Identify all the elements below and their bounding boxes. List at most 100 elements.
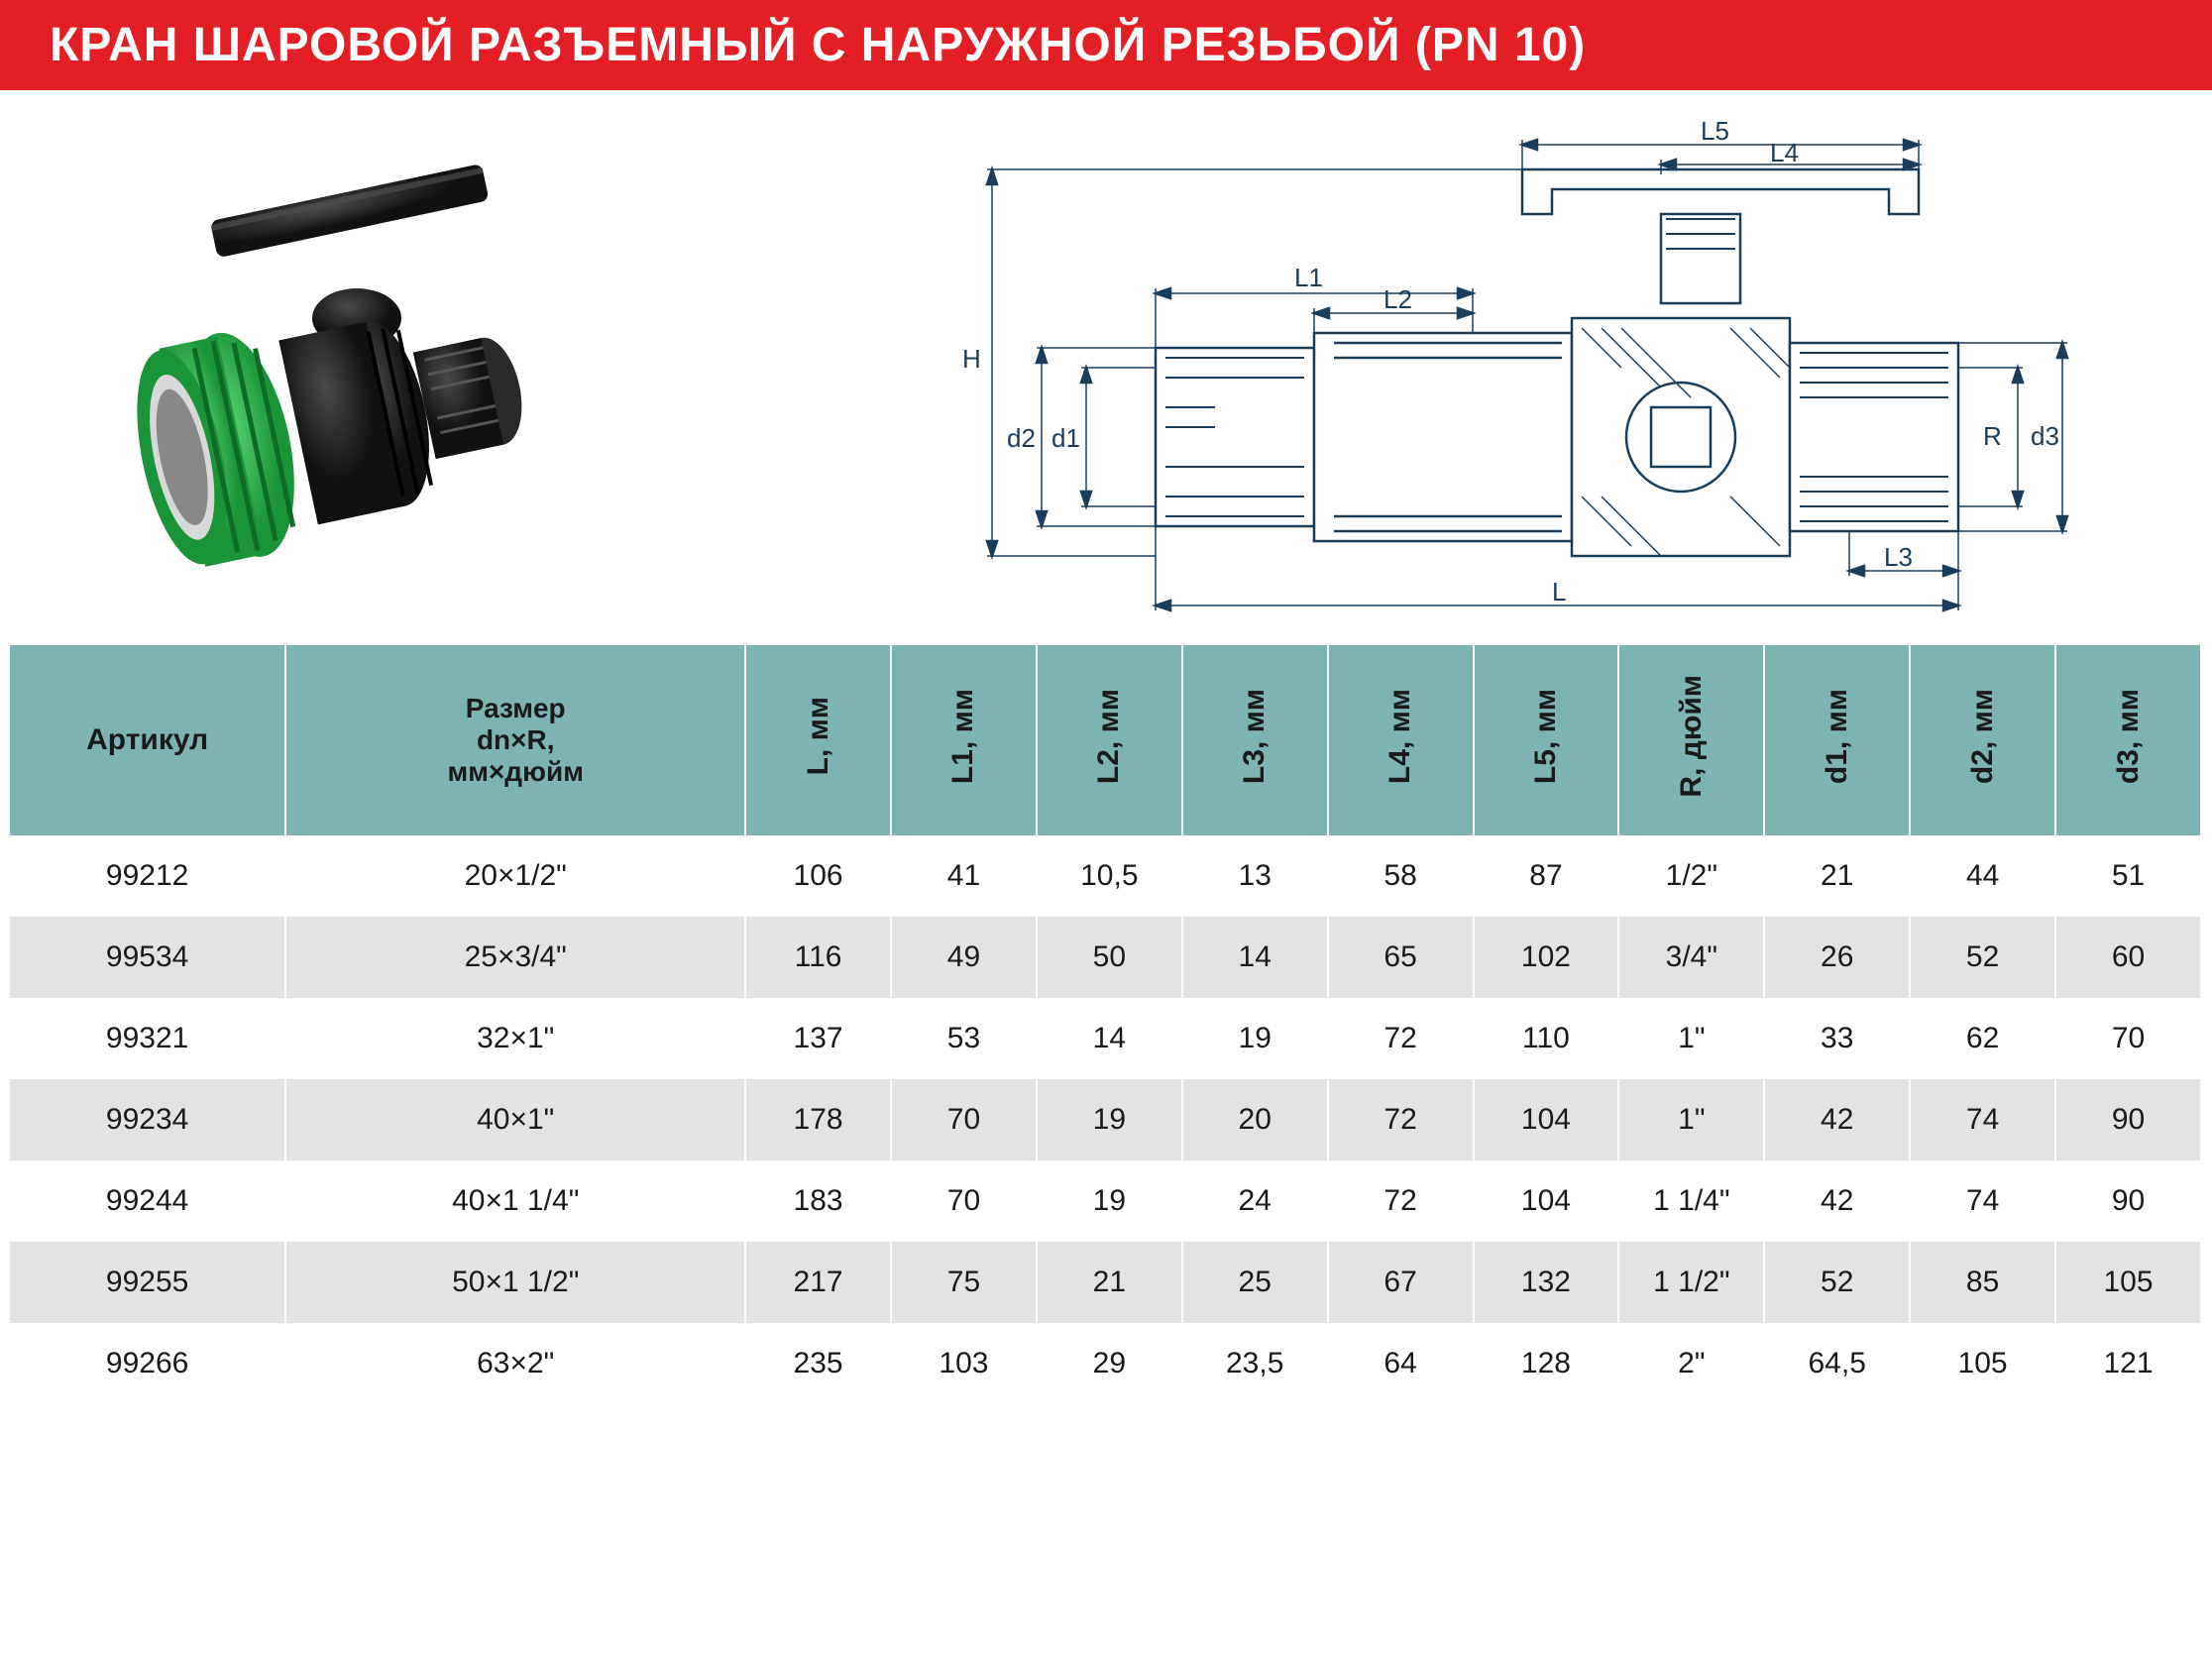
table-cell: 21 [1764,835,1910,917]
table-cell: 23,5 [1182,1323,1328,1404]
table-cell: 25×3/4" [285,917,745,998]
table-cell: 99255 [10,1242,285,1323]
table-cell: 106 [745,835,891,917]
table-cell: 1 1/4" [1618,1160,1764,1242]
table-cell: 52 [1764,1242,1910,1323]
table-cell: 60 [2055,917,2201,998]
table-cell: 183 [745,1160,891,1242]
dim-h: H [962,344,981,374]
col-header: d2, мм [1910,645,2055,835]
col-header: Размерdn×R,мм×дюйм [285,645,745,835]
table-cell: 85 [1910,1242,2055,1323]
table-cell: 102 [1474,917,1619,998]
table-cell: 20 [1182,1079,1328,1160]
table-cell: 75 [891,1242,1037,1323]
table-cell: 51 [2055,835,2201,917]
dim-d3: d3 [2031,421,2059,451]
col-header: L1, мм [891,645,1037,835]
table-cell: 64 [1328,1323,1474,1404]
col-header: L, мм [745,645,891,835]
table-cell: 10,5 [1037,835,1182,917]
table-cell: 14 [1182,917,1328,998]
table-cell: 217 [745,1242,891,1323]
dim-l1: L1 [1294,263,1323,292]
table-cell: 53 [891,998,1037,1079]
table-cell: 1" [1618,1079,1764,1160]
table-cell: 104 [1474,1079,1619,1160]
table-cell: 99244 [10,1160,285,1242]
table-cell: 13 [1182,835,1328,917]
table-row: 9932132×1"137531419721101"336270 [10,998,2201,1079]
table-cell: 87 [1474,835,1619,917]
technical-diagram: L5 L4 L1 L2 H d2 d1 R d3 L3 L [723,120,2162,615]
table-cell: 110 [1474,998,1619,1079]
table-cell: 121 [2055,1323,2201,1404]
dim-d1: d1 [1051,423,1080,453]
col-header: L2, мм [1037,645,1182,835]
table-cell: 65 [1328,917,1474,998]
table-cell: 20×1/2" [285,835,745,917]
table-cell: 2" [1618,1323,1764,1404]
table-cell: 72 [1328,1160,1474,1242]
table-cell: 44 [1910,835,2055,917]
col-header: R, дюйм [1618,645,1764,835]
table-cell: 90 [2055,1079,2201,1160]
table-cell: 103 [891,1323,1037,1404]
table-cell: 25 [1182,1242,1328,1323]
table-cell: 29 [1037,1323,1182,1404]
table-cell: 67 [1328,1242,1474,1323]
page-title: КРАН ШАРОВОЙ РАЗЪЕМНЫЙ С НАРУЖНОЙ РЕЗЬБО… [50,18,2162,72]
table-row: 9953425×3/4"116495014651023/4"265260 [10,917,2201,998]
table-cell: 32×1" [285,998,745,1079]
table-cell: 26 [1764,917,1910,998]
table-cell: 90 [2055,1160,2201,1242]
table-cell: 1 1/2" [1618,1242,1764,1323]
table-cell: 137 [745,998,891,1079]
col-header: d1, мм [1764,645,1910,835]
table-cell: 99212 [10,835,285,917]
dim-r: R [1983,421,2002,451]
dim-l3: L3 [1884,542,1913,572]
table-cell: 64,5 [1764,1323,1910,1404]
table-body: 9921220×1/2"1064110,51358871/2"214451995… [10,835,2201,1404]
table-cell: 40×1 1/4" [285,1160,745,1242]
col-header: L5, мм [1474,645,1619,835]
table-cell: 70 [891,1079,1037,1160]
table-cell: 58 [1328,835,1474,917]
table-cell: 72 [1328,1079,1474,1160]
col-header: d3, мм [2055,645,2201,835]
table-cell: 105 [1910,1323,2055,1404]
table-row: 9925550×1 1/2"217752125671321 1/2"528510… [10,1242,2201,1323]
table-cell: 42 [1764,1160,1910,1242]
table-cell: 50 [1037,917,1182,998]
table-row: 9924440×1 1/4"183701924721041 1/4"427490 [10,1160,2201,1242]
table-header: АртикулРазмерdn×R,мм×дюймL, ммL1, ммL2, … [10,645,2201,835]
col-header: Артикул [10,645,285,835]
table-cell: 99234 [10,1079,285,1160]
table-cell: 235 [745,1323,891,1404]
table-cell: 128 [1474,1323,1619,1404]
table-cell: 50×1 1/2" [285,1242,745,1323]
dim-d2: d2 [1007,423,1036,453]
dim-l4: L4 [1770,138,1799,167]
dim-l5: L5 [1701,120,1729,146]
table-row: 9923440×1"178701920721041"427490 [10,1079,2201,1160]
table-cell: 21 [1037,1242,1182,1323]
table-cell: 24 [1182,1160,1328,1242]
table-cell: 1" [1618,998,1764,1079]
table-cell: 178 [745,1079,891,1160]
table-cell: 40×1" [285,1079,745,1160]
table-cell: 99266 [10,1323,285,1404]
table-cell: 74 [1910,1160,2055,1242]
table-cell: 19 [1037,1079,1182,1160]
table-row: 9926663×2"2351032923,5641282"64,5105121 [10,1323,2201,1404]
product-photo [50,145,644,591]
table-cell: 42 [1764,1079,1910,1160]
table-cell: 116 [745,917,891,998]
table-cell: 99321 [10,998,285,1079]
table-cell: 33 [1764,998,1910,1079]
table-cell: 52 [1910,917,2055,998]
table-cell: 70 [2055,998,2201,1079]
table-cell: 105 [2055,1242,2201,1323]
dim-l2: L2 [1383,284,1412,314]
